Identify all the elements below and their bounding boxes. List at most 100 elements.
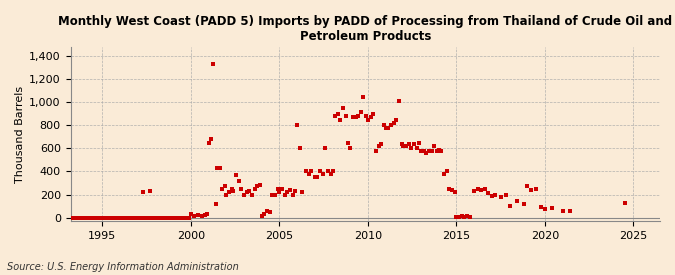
- Point: [192, 213, 203, 217]
- Point: [212, 166, 223, 170]
- Point: [403, 142, 414, 146]
- Point: [504, 204, 515, 208]
- Point: [441, 169, 452, 174]
- Point: [487, 194, 497, 198]
- Point: [315, 169, 325, 174]
- Point: [525, 188, 536, 192]
- Point: [95, 215, 106, 220]
- Point: [132, 215, 143, 220]
- Point: [76, 215, 86, 220]
- Point: [340, 114, 351, 118]
- Point: [157, 215, 168, 220]
- Point: [81, 215, 92, 220]
- Point: [109, 215, 120, 220]
- Point: [394, 99, 404, 103]
- Point: [244, 189, 254, 193]
- Point: [115, 215, 126, 220]
- Point: [146, 215, 157, 220]
- Point: [231, 173, 242, 177]
- Point: [421, 151, 432, 155]
- Point: [547, 206, 558, 211]
- Point: [124, 215, 134, 220]
- Point: [67, 215, 78, 220]
- Point: [155, 215, 166, 220]
- Y-axis label: Thousand Barrels: Thousand Barrels: [15, 86, 25, 183]
- Point: [111, 215, 122, 220]
- Point: [444, 186, 455, 191]
- Point: [136, 215, 146, 220]
- Point: [416, 148, 427, 153]
- Point: [495, 195, 506, 199]
- Point: [320, 146, 331, 151]
- Point: [206, 137, 217, 141]
- Point: [362, 117, 373, 122]
- Point: [327, 169, 338, 174]
- Point: [274, 190, 285, 194]
- Point: [388, 121, 399, 125]
- Point: [472, 186, 483, 191]
- Point: [221, 192, 232, 197]
- Point: [144, 189, 155, 193]
- Point: [447, 188, 458, 192]
- Point: [462, 214, 472, 219]
- Point: [177, 215, 188, 220]
- Point: [303, 172, 314, 176]
- Point: [236, 186, 247, 191]
- Point: [129, 215, 140, 220]
- Point: [241, 190, 252, 194]
- Point: [186, 212, 196, 216]
- Point: [267, 192, 277, 197]
- Point: [130, 215, 141, 220]
- Point: [159, 215, 169, 220]
- Point: [144, 215, 155, 220]
- Point: [189, 214, 200, 218]
- Point: [297, 190, 308, 194]
- Point: [152, 215, 163, 220]
- Point: [70, 215, 81, 220]
- Point: [101, 215, 111, 220]
- Point: [385, 123, 396, 128]
- Point: [398, 144, 409, 148]
- Point: [138, 190, 148, 194]
- Point: [228, 189, 239, 193]
- Point: [252, 184, 263, 189]
- Point: [122, 215, 132, 220]
- Point: [148, 215, 159, 220]
- Point: [134, 215, 145, 220]
- Point: [376, 142, 387, 146]
- Point: [107, 215, 118, 220]
- Point: [203, 141, 214, 145]
- Point: [539, 207, 550, 211]
- Point: [408, 142, 419, 146]
- Point: [439, 172, 450, 176]
- Point: [350, 115, 361, 119]
- Point: [262, 209, 273, 213]
- Point: [288, 192, 298, 197]
- Point: [249, 186, 260, 191]
- Point: [343, 141, 354, 145]
- Point: [317, 172, 328, 176]
- Point: [163, 215, 173, 220]
- Point: [358, 94, 369, 99]
- Point: [138, 215, 148, 220]
- Point: [175, 215, 186, 220]
- Point: [265, 210, 275, 214]
- Point: [184, 215, 194, 220]
- Point: [215, 166, 225, 170]
- Point: [312, 175, 323, 179]
- Point: [511, 199, 522, 204]
- Point: [360, 114, 371, 118]
- Point: [531, 186, 541, 191]
- Point: [400, 144, 411, 148]
- Point: [211, 202, 221, 207]
- Point: [518, 202, 529, 206]
- Point: [169, 215, 180, 220]
- Point: [117, 215, 128, 220]
- Point: [161, 215, 171, 220]
- Point: [282, 190, 293, 194]
- Point: [436, 148, 447, 153]
- Title: Monthly West Coast (PADD 5) Imports by PADD of Processing from Thailand of Crude: Monthly West Coast (PADD 5) Imports by P…: [58, 15, 672, 43]
- Point: [353, 114, 364, 118]
- Point: [104, 215, 115, 220]
- Point: [418, 148, 429, 153]
